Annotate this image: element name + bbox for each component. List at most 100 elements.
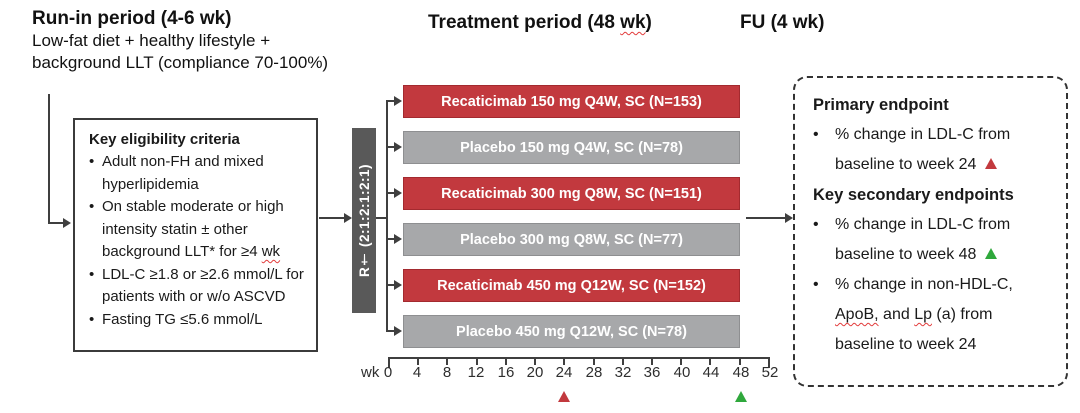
branch-line-arm-4 xyxy=(387,238,396,240)
arms-to-endpoints-arrowhead-icon xyxy=(785,213,793,223)
bullet-dot-icon xyxy=(813,120,835,180)
axis-tick xyxy=(680,359,683,365)
eligibility-bullet-4-text: Fasting TG ≤5.6 mmol/L xyxy=(102,310,263,328)
arm-bar-placebo-150: Placebo 150 mg Q4W, SC (N=78) xyxy=(403,131,740,164)
eligibility-bullet-2-pre: On stable moderate or high intensity sta… xyxy=(102,198,284,260)
axis-tick xyxy=(475,359,478,365)
axis-tick xyxy=(534,359,537,365)
treatment-title-wk-misspelling: wk xyxy=(620,12,646,33)
axis-label-wk48: 48 xyxy=(732,364,750,381)
eligibility-bullet-4: Fasting TG ≤5.6 mmol/L xyxy=(89,309,306,332)
bullet-dot-icon xyxy=(89,151,102,196)
randomization-bar: R† (2:1:2:1:2:1) xyxy=(352,128,376,313)
eligibility-bullet-3: LDL-C ≥1.8 or ≥2.6 mmol/L for patients w… xyxy=(89,264,306,309)
secondary-endpoint-bullet-1: % change in LDL-C from baseline to week … xyxy=(813,210,1054,270)
primary-endpoint-bullet: % change in LDL-C from baseline to week … xyxy=(813,120,1054,180)
axis-label-wk20: 20 xyxy=(526,364,544,381)
randomization-trunk-stub-line xyxy=(376,217,387,219)
green-triangle-icon xyxy=(984,248,997,259)
run-in-subtitle-line2: background LLT (compliance 70-100%) xyxy=(32,53,329,72)
secondary-endpoint-2-part2: and xyxy=(878,306,915,323)
branch-trunk-line xyxy=(386,100,388,332)
secondary-endpoint-2-part3: (a) from baseline to week 24 xyxy=(835,306,993,353)
axis-tick xyxy=(767,359,770,368)
week24-primary-marker xyxy=(558,389,570,407)
axis-label-wk32: 32 xyxy=(614,364,632,381)
week-axis-unit-label: wk xyxy=(361,364,380,381)
primary-endpoint-bullet-text: % change in LDL-C from baseline to week … xyxy=(835,120,1040,180)
axis-tick xyxy=(446,359,449,365)
arm-bar-recaticimab-150: Recaticimab 150 mg Q4W, SC (N=153) xyxy=(403,85,740,118)
red-triangle-icon xyxy=(558,391,570,402)
bullet-dot-icon xyxy=(89,309,102,332)
bullet-dot-icon xyxy=(89,196,102,264)
treatment-title-text: Treatment period (48 xyxy=(428,12,621,33)
axis-label-wk0: 0 xyxy=(383,364,393,381)
eligibility-bullet-3-text: LDL-C ≥1.8 or ≥2.6 mmol/L for patients w… xyxy=(102,265,304,306)
axis-label-wk24: 24 xyxy=(555,364,573,381)
axis-tick xyxy=(621,359,624,365)
branch-arrowhead-arm-3-icon xyxy=(394,188,402,198)
eligibility-bullet-2-wk-misspelling: wk xyxy=(261,243,281,260)
treatment-period-title: Treatment period (48 wk) xyxy=(428,12,652,34)
run-in-connector-horizontal-line xyxy=(48,222,64,224)
axis-tick xyxy=(709,359,712,365)
primary-endpoint-title: Primary endpoint xyxy=(813,96,949,114)
arm-bar-recaticimab-450: Recaticimab 450 mg Q12W, SC (N=152) xyxy=(403,269,740,302)
bullet-dot-icon xyxy=(89,264,102,309)
secondary-endpoints-title: Key secondary endpoints xyxy=(813,186,1014,204)
branch-arrowhead-arm-1-icon xyxy=(394,96,402,106)
branch-arrowhead-arm-5-icon xyxy=(394,280,402,290)
axis-tick xyxy=(417,359,420,365)
branch-line-arm-3 xyxy=(387,192,396,194)
apob-misspelling: ApoB, xyxy=(835,306,879,323)
axis-tick xyxy=(388,359,390,368)
eligibility-bullet-1-text: Adult non-FH and mixed hyperlipidemia xyxy=(102,153,264,193)
arms-to-endpoints-line xyxy=(746,217,786,219)
red-triangle-icon xyxy=(984,158,997,169)
secondary-endpoint-1-text: % change in LDL-C from baseline to week … xyxy=(835,216,1011,263)
bullet-dot-icon xyxy=(813,270,835,360)
axis-label-wk40: 40 xyxy=(673,364,691,381)
week-axis xyxy=(388,357,770,368)
axis-label-wk12: 12 xyxy=(467,364,485,381)
arm-bar-placebo-450: Placebo 450 mg Q12W, SC (N=78) xyxy=(403,315,740,348)
axis-label-wk52: 52 xyxy=(761,364,779,381)
secondary-endpoint-bullet-1-text: % change in LDL-C from baseline to week … xyxy=(835,210,1040,270)
axis-tick xyxy=(592,359,595,365)
eligibility-title: Key eligibility criteria xyxy=(89,131,240,148)
green-triangle-icon xyxy=(735,391,747,402)
endpoints-box: Primary endpoint % change in LDL-C from … xyxy=(793,76,1068,387)
run-in-connector-vertical-line xyxy=(48,94,50,224)
axis-tick xyxy=(504,359,507,365)
axis-label-wk16: 16 xyxy=(497,364,515,381)
axis-label-wk4: 4 xyxy=(412,364,422,381)
secondary-endpoint-bullet-2-text: % change in non-HDL-C, ApoB, and Lp (a) … xyxy=(835,270,1040,360)
eligibility-bullet-1: Adult non-FH and mixed hyperlipidemia xyxy=(89,151,306,196)
bullet-dot-icon xyxy=(813,210,835,270)
run-in-period-block: Run-in period (4-6 wk) Low-fat diet + he… xyxy=(32,8,362,74)
run-in-connector-arrowhead-icon xyxy=(63,218,71,228)
branch-arrowhead-arm-2-icon xyxy=(394,142,402,152)
axis-label-wk28: 28 xyxy=(585,364,603,381)
eligibility-bullet-2-text: On stable moderate or high intensity sta… xyxy=(102,196,306,264)
treatment-title-close: ) xyxy=(645,12,652,33)
axis-label-wk36: 36 xyxy=(643,364,661,381)
axis-tick xyxy=(738,359,741,365)
secondary-endpoint-2-part1: % change in non-HDL-C, xyxy=(835,276,1013,293)
follow-up-title: FU (4 wk) xyxy=(740,12,825,33)
branch-line-arm-2 xyxy=(387,146,396,148)
axis-tick xyxy=(563,359,566,365)
run-in-title: Run-in period (4-6 wk) xyxy=(32,8,232,29)
eligibility-bullet-2: On stable moderate or high intensity sta… xyxy=(89,196,306,264)
lp-misspelling: Lp xyxy=(914,306,932,323)
randomization-ratio-label: R† (2:1:2:1:2:1) xyxy=(356,163,372,278)
branch-line-arm-5 xyxy=(387,284,396,286)
axis-tick xyxy=(650,359,653,365)
branch-line-arm-6 xyxy=(387,330,396,332)
run-in-subtitle-line1: Low-fat diet + healthy lifestyle + xyxy=(32,31,271,50)
week48-secondary-marker xyxy=(735,389,747,407)
axis-label-wk8: 8 xyxy=(442,364,452,381)
branch-arrowhead-arm-6-icon xyxy=(394,326,402,336)
